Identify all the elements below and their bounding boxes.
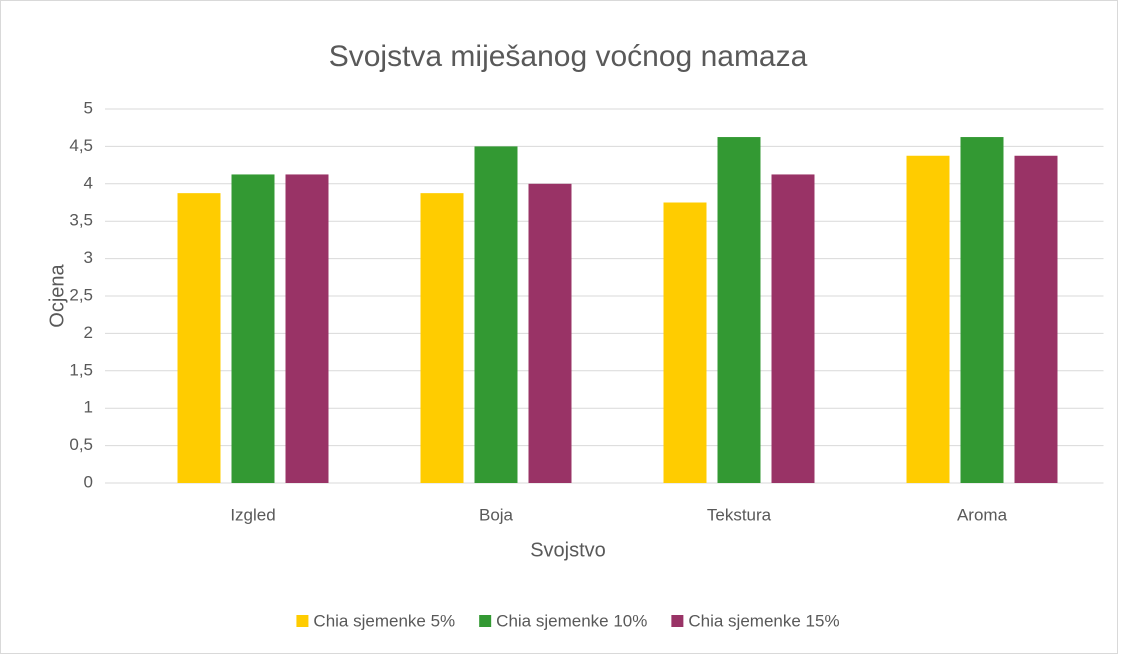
x-tick-label: Izgled [230,505,275,524]
y-tick-label: 0,5 [69,435,93,454]
y-tick-label: 2 [84,323,93,342]
y-tick-label: 1,5 [69,360,93,379]
bar [771,174,815,483]
legend-swatch [671,615,684,627]
legend-label: Chia sjemenke 5% [313,611,455,630]
legend-label: Chia sjemenke 15% [688,611,839,630]
y-tick-label: 4,5 [69,136,93,155]
bar [960,137,1004,484]
y-tick-label: 0 [84,472,93,491]
bar [717,137,761,484]
x-tick-label: Tekstura [707,505,772,524]
legend-label: Chia sjemenke 10% [496,611,647,630]
y-tick-label: 1 [84,398,93,417]
bar [474,146,518,483]
legend-swatch [479,615,492,627]
y-axis-label: Ocjena [46,263,68,327]
y-tick-label: 2,5 [69,285,93,304]
x-tick-label: Boja [479,505,514,524]
chart-title: Svojstva miješanog voćnog namaza [329,40,808,73]
bar [177,193,221,483]
x-axis-label: Svojstvo [530,539,606,561]
legend-swatch [296,615,309,627]
bar [231,174,275,483]
y-tick-label: 4 [84,173,93,192]
bar [663,202,707,483]
y-tick-label: 3,5 [69,211,93,230]
bar [528,183,572,484]
bar [420,193,464,483]
bar [1014,155,1058,483]
bar [285,174,329,483]
y-tick-label: 5 [84,98,93,117]
y-tick-label: 3 [84,248,93,267]
bar [906,155,950,483]
x-tick-label: Aroma [957,505,1008,524]
